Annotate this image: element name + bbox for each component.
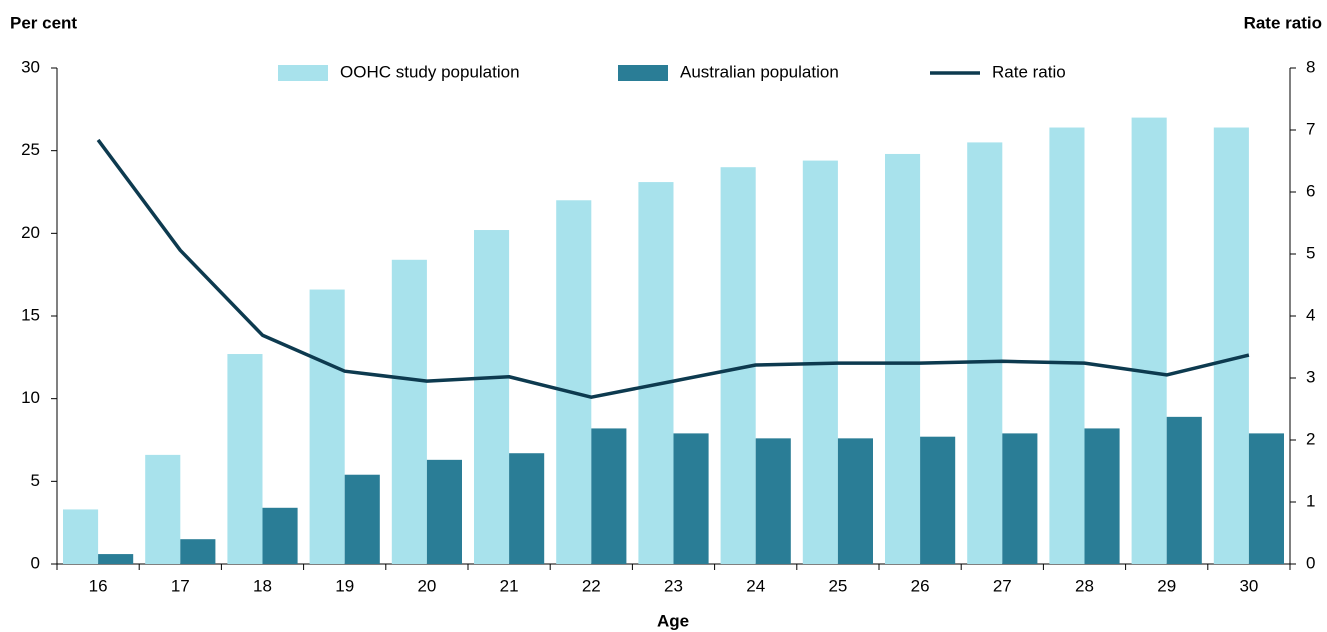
x-tick-label: 28 (1075, 576, 1094, 595)
bar (227, 354, 263, 564)
x-tick-label: 24 (746, 576, 765, 595)
y2-tick-label: 6 (1306, 181, 1315, 200)
bar (1049, 127, 1085, 565)
bar (591, 428, 627, 564)
y2-tick-label: 1 (1306, 491, 1315, 510)
y-tick-label: 20 (21, 223, 40, 242)
x-tick-label: 20 (417, 576, 436, 595)
legend-label: Australian population (680, 62, 839, 81)
y2-tick-label: 5 (1306, 243, 1315, 262)
bar (474, 230, 510, 564)
legend-label: OOHC study population (340, 62, 520, 81)
bar (145, 454, 181, 564)
bar (673, 433, 709, 564)
y2-tick-label: 2 (1306, 429, 1315, 448)
y2-axis-title: Rate ratio (1244, 13, 1322, 32)
y2-tick-label: 8 (1306, 57, 1315, 76)
bar (755, 438, 791, 564)
bar (262, 507, 298, 564)
bar (426, 459, 462, 564)
legend-swatch (278, 65, 328, 81)
x-tick-label: 23 (664, 576, 683, 595)
bar (885, 153, 921, 564)
bar (1131, 117, 1167, 564)
bar (556, 200, 592, 564)
y2-tick-label: 4 (1306, 305, 1315, 324)
rate-line (96, 138, 1250, 399)
x-tick-label: 26 (911, 576, 930, 595)
bar (391, 259, 427, 564)
bar (1084, 428, 1120, 564)
x-tick-label: 16 (89, 576, 108, 595)
bar (920, 436, 956, 564)
x-tick-label: 19 (335, 576, 354, 595)
bar (1248, 433, 1284, 564)
y2-tick-label: 3 (1306, 367, 1315, 386)
y-tick-label: 5 (31, 471, 40, 490)
bar (1213, 127, 1249, 565)
x-tick-label: 27 (993, 576, 1012, 595)
x-axis-title: Age (657, 611, 689, 630)
bar (1002, 433, 1038, 564)
y-tick-label: 30 (21, 57, 40, 76)
x-tick-label: 22 (582, 576, 601, 595)
bar (509, 453, 545, 564)
y2-tick-label: 7 (1306, 119, 1315, 138)
x-tick-label: 25 (828, 576, 847, 595)
bar (1166, 416, 1202, 564)
bar (638, 182, 674, 564)
bar (98, 554, 134, 564)
bar (180, 539, 216, 564)
x-tick-label: 30 (1239, 576, 1258, 595)
y-tick-label: 10 (21, 388, 40, 407)
y-tick-label: 0 (31, 553, 40, 572)
x-tick-label: 29 (1157, 576, 1176, 595)
bar (967, 142, 1003, 564)
x-tick-label: 21 (500, 576, 519, 595)
bar (344, 474, 380, 564)
legend-label: Rate ratio (992, 62, 1066, 81)
y-axis-title: Per cent (10, 13, 77, 32)
x-tick-label: 17 (171, 576, 190, 595)
legend-swatch (618, 65, 668, 81)
bar (63, 509, 99, 564)
bar (837, 438, 873, 564)
y2-tick-label: 0 (1306, 553, 1315, 572)
x-tick-label: 18 (253, 576, 272, 595)
y-tick-label: 15 (21, 305, 40, 324)
bar (309, 289, 345, 564)
y-tick-label: 25 (21, 140, 40, 159)
